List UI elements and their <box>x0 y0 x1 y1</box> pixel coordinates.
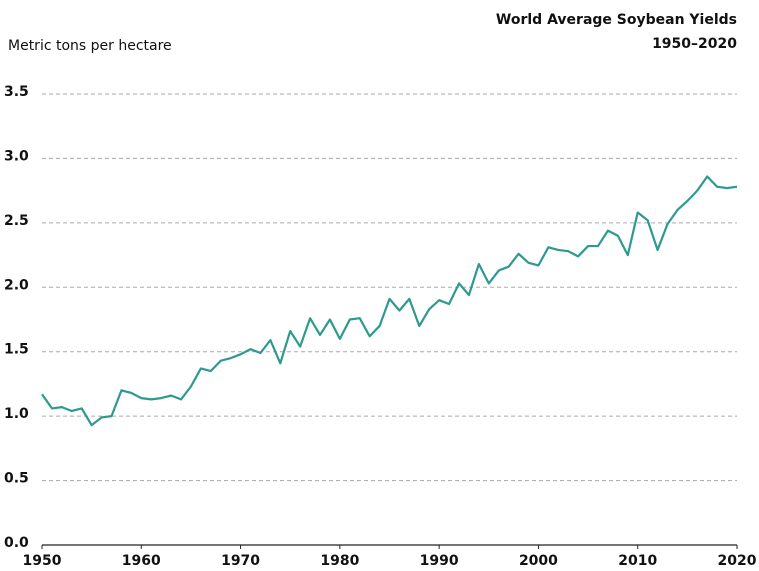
x-tick-label: 1980 <box>320 553 359 569</box>
y-tick-label: 3.0 <box>4 148 29 164</box>
y-tick-label: 2.0 <box>4 277 29 293</box>
y-tick-label: 2.5 <box>4 213 29 229</box>
chart-title: World Average Soybean Yields <box>496 12 737 28</box>
data-line <box>41 175 738 427</box>
x-tick-label: 1990 <box>420 553 459 569</box>
y-tick-label: 1.5 <box>4 342 29 358</box>
chart-subtitle: 1950–2020 <box>652 36 737 52</box>
y-tick-label: 0.5 <box>4 471 29 487</box>
x-tick-label: 1960 <box>122 553 161 569</box>
y-tick-label: 3.5 <box>4 84 29 100</box>
y-axis-label: Metric tons per hectare <box>8 38 172 54</box>
y-tick-label: 0.0 <box>4 535 29 551</box>
x-tick-label: 2020 <box>718 553 757 569</box>
x-tick-label: 1950 <box>23 553 62 569</box>
x-tick-label: 2010 <box>618 553 657 569</box>
y-tick-label: 1.0 <box>4 406 29 422</box>
x-tick-label: 2000 <box>519 553 558 569</box>
x-tick-label: 1970 <box>221 553 260 569</box>
